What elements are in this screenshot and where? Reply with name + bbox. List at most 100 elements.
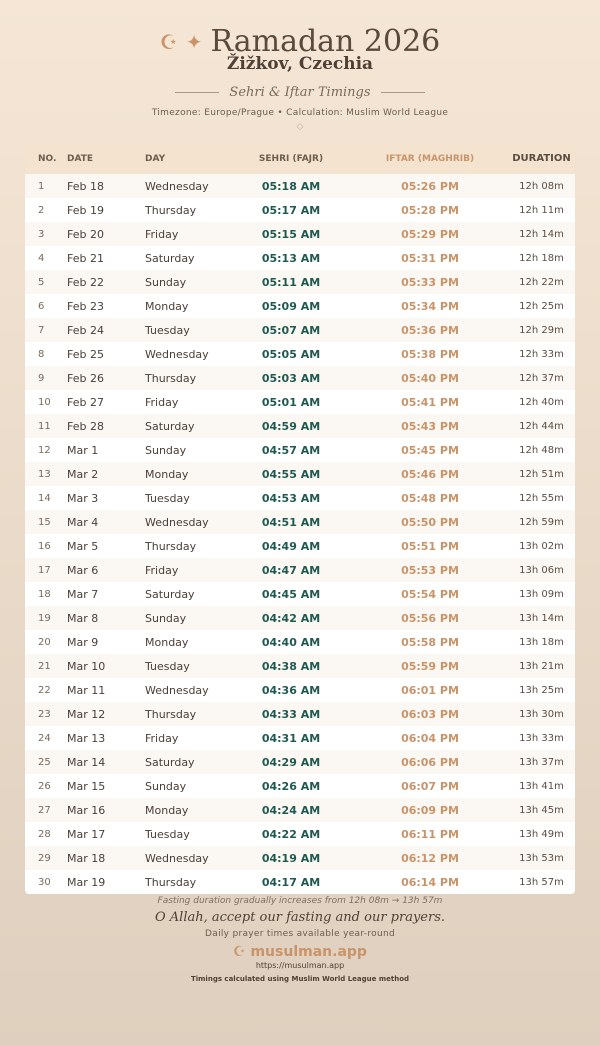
iftar-time: 05:26 PM: [401, 179, 459, 193]
table-row: 15 Mar 4 Wednesday 04:51 AM 05:50 PM 12h 59m: [25, 510, 575, 534]
timings-table: NO. DATE DAY SEHRI (FAJR) IFTAR (MAGHRIB…: [25, 143, 575, 894]
subtitle-text: Sehri & Iftar Timings: [229, 85, 371, 100]
table-row: 1 Feb 18 Wednesday 05:18 AM 05:26 PM 12h 08m: [25, 174, 575, 198]
weekday: Wednesday: [145, 179, 209, 193]
date: Mar 8: [67, 611, 99, 625]
page-title: ☪ ✦ Ramadan 2026: [0, 26, 600, 58]
site-link[interactable]: https://musulman.app: [255, 961, 345, 970]
weekday: Tuesday: [145, 491, 190, 505]
iftar-time: 05:29 PM: [401, 227, 459, 241]
day-number: 26: [38, 780, 51, 792]
iftar-time: 06:07 PM: [401, 779, 459, 793]
date: Feb 18: [67, 179, 104, 193]
day-number: 3: [38, 228, 45, 240]
iftar-time: 06:01 PM: [401, 683, 459, 697]
divider: [380, 92, 425, 93]
sehri-time: 04:31 AM: [261, 731, 321, 745]
table-row: 8 Feb 25 Wednesday 05:05 AM 05:38 PM 12h 33m: [25, 342, 575, 366]
col-iftar: IFTAR (MAGHRIB): [385, 153, 475, 164]
weekday: Tuesday: [145, 323, 190, 337]
table-row: 18 Mar 7 Saturday 04:45 AM 05:54 PM 13h 09m: [25, 582, 575, 606]
fasting-duration: 12h 25m: [519, 300, 564, 312]
col-no: NO.: [38, 153, 57, 164]
iftar-time: 05:50 PM: [401, 515, 459, 529]
day-number: 7: [38, 324, 45, 336]
brand-logo[interactable]: ☪ musulman.app: [233, 944, 367, 960]
weekday: Saturday: [145, 251, 195, 265]
day-number: 13: [38, 468, 51, 480]
date: Mar 12: [67, 707, 106, 721]
date: Feb 21: [67, 251, 104, 265]
weekday: Friday: [145, 731, 179, 745]
date: Feb 22: [67, 275, 104, 289]
sehri-time: 04:42 AM: [261, 611, 321, 625]
table-row: 11 Feb 28 Saturday 04:59 AM 05:43 PM 12h 44m: [25, 414, 575, 438]
table-row: 23 Mar 12 Thursday 04:33 AM 06:03 PM 13h 30m: [25, 702, 575, 726]
star-icon: ✦: [185, 30, 203, 54]
fasting-duration: 12h 48m: [519, 444, 564, 456]
iftar-time: 05:58 PM: [401, 635, 459, 649]
table-row: 22 Mar 11 Wednesday 04:36 AM 06:01 PM 13h 25m: [25, 678, 575, 702]
table-row: 17 Mar 6 Friday 04:47 AM 05:53 PM 13h 06m: [25, 558, 575, 582]
day-number: 21: [38, 660, 51, 672]
date: Feb 19: [67, 203, 104, 217]
day-number: 11: [38, 420, 51, 432]
table-row: 25 Mar 14 Saturday 04:29 AM 06:06 PM 13h 37m: [25, 750, 575, 774]
weekday: Friday: [145, 227, 179, 241]
weekday: Sunday: [145, 611, 187, 625]
tagline: Daily prayer times available year-round: [205, 929, 395, 939]
iftar-time: 05:59 PM: [401, 659, 459, 673]
sehri-time: 04:51 AM: [261, 515, 321, 529]
date: Feb 23: [67, 299, 104, 313]
weekday: Monday: [145, 635, 189, 649]
date: Mar 11: [67, 683, 106, 697]
duration-note: Fasting duration gradually increases fro…: [157, 896, 443, 906]
fasting-duration: 12h 55m: [519, 492, 564, 504]
fasting-duration: 12h 22m: [519, 276, 564, 288]
date: Mar 16: [67, 803, 106, 817]
table-row: 10 Feb 27 Friday 05:01 AM 05:41 PM 12h 40m: [25, 390, 575, 414]
iftar-time: 06:06 PM: [401, 755, 459, 769]
fasting-duration: 13h 14m: [519, 612, 564, 624]
sehri-time: 04:53 AM: [261, 491, 321, 505]
fasting-duration: 13h 45m: [519, 804, 564, 816]
timezone-info: Timezone: Europe/Prague • Calculation: M…: [151, 108, 449, 118]
day-number: 29: [38, 852, 51, 864]
date: Mar 18: [67, 851, 106, 865]
sehri-time: 05:01 AM: [261, 395, 321, 409]
sehri-time: 04:33 AM: [261, 707, 321, 721]
crescent-icon: ☪: [159, 30, 178, 54]
table-row: 20 Mar 9 Monday 04:40 AM 05:58 PM 13h 18m: [25, 630, 575, 654]
day-number: 14: [38, 492, 51, 504]
subtitle: Sehri & Iftar Timings: [0, 85, 600, 100]
day-number: 18: [38, 588, 51, 600]
fasting-duration: 12h 37m: [519, 372, 564, 384]
weekday: Thursday: [145, 203, 197, 217]
date: Mar 15: [67, 779, 106, 793]
sehri-time: 04:26 AM: [261, 779, 321, 793]
iftar-time: 06:14 PM: [401, 875, 459, 889]
table-row: 14 Mar 3 Tuesday 04:53 AM 05:48 PM 12h 55m: [25, 486, 575, 510]
day-number: 23: [38, 708, 51, 720]
weekday: Saturday: [145, 419, 195, 433]
iftar-time: 06:12 PM: [401, 851, 459, 865]
iftar-time: 06:09 PM: [401, 803, 459, 817]
day-number: 19: [38, 612, 51, 624]
date: Feb 27: [67, 395, 104, 409]
fasting-duration: 13h 49m: [519, 828, 564, 840]
weekday: Thursday: [145, 707, 197, 721]
sehri-time: 05:17 AM: [261, 203, 321, 217]
table-row: 13 Mar 2 Monday 04:55 AM 05:46 PM 12h 51m: [25, 462, 575, 486]
date: Mar 1: [67, 443, 99, 457]
city-name: Žižkov, Czechia: [226, 54, 374, 74]
table-row: 19 Mar 8 Sunday 04:42 AM 05:56 PM 13h 14m: [25, 606, 575, 630]
iftar-time: 05:46 PM: [401, 467, 459, 481]
iftar-time: 05:40 PM: [401, 371, 459, 385]
day-number: 16: [38, 540, 51, 552]
iftar-time: 05:45 PM: [401, 443, 459, 457]
fasting-duration: 13h 53m: [519, 852, 564, 864]
day-number: 25: [38, 756, 51, 768]
weekday: Wednesday: [145, 515, 209, 529]
col-duration: DURATION: [512, 153, 571, 164]
weekday: Monday: [145, 467, 189, 481]
